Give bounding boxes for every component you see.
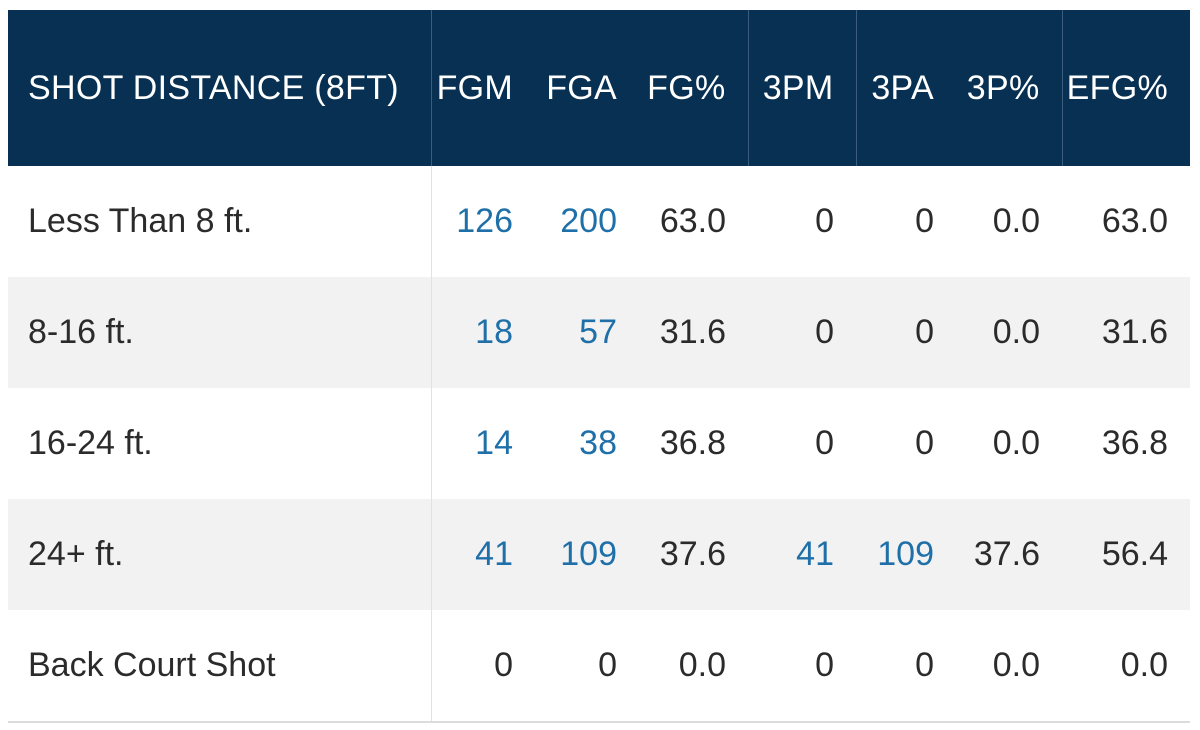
fgm-link[interactable]: 14 xyxy=(475,424,513,462)
3p-pct-cell: 0.0 xyxy=(992,424,1040,462)
3pa-cell: 0 xyxy=(915,424,934,462)
efg-pct-cell: 0.0 xyxy=(1062,610,1190,723)
row-label: 16-24 ft. xyxy=(8,388,432,499)
fg-pct-cell: 0.0 xyxy=(639,610,748,723)
3p-pct-cell: 0.0 xyxy=(992,202,1040,240)
3pm-cell: 0 xyxy=(748,610,856,723)
3pa-cell: 0 xyxy=(856,610,956,723)
col-header-3p-pct[interactable]: 3P% xyxy=(956,10,1062,166)
3p-pct-cell: 37.6 xyxy=(956,499,1062,610)
3pa-cell: 0 xyxy=(856,277,956,388)
shot-distance-table: SHOT DISTANCE (8FT) FGM FGA FG% 3PM 3PA … xyxy=(8,10,1190,723)
fg-pct-cell: 37.6 xyxy=(639,499,748,610)
3pm-cell: 0 xyxy=(815,202,834,240)
3p-pct-cell: 0.0 xyxy=(956,277,1062,388)
efg-pct-cell: 31.6 xyxy=(1062,277,1190,388)
row-label: 24+ ft. xyxy=(8,499,432,610)
3pa-link[interactable]: 109 xyxy=(856,499,956,610)
table-row: Less Than 8 ft. 126 200 63.0 0 0 0.0 63.… xyxy=(8,166,1190,277)
table-row: 24+ ft. 41 109 37.6 41 109 37.6 56.4 xyxy=(8,499,1190,610)
fga-cell: 0 xyxy=(535,610,639,723)
col-header-3pm[interactable]: 3PM xyxy=(747,10,856,166)
row-label: Less Than 8 ft. xyxy=(8,166,432,277)
fg-pct-cell: 36.8 xyxy=(659,424,726,462)
efg-pct-cell: 36.8 xyxy=(1101,424,1168,462)
efg-pct-cell: 63.0 xyxy=(1101,202,1168,240)
table-body: Less Than 8 ft. 126 200 63.0 0 0 0.0 63.… xyxy=(8,166,1190,723)
fgm-link[interactable]: 126 xyxy=(456,202,513,240)
col-header-fgm[interactable]: FGM xyxy=(430,10,535,166)
col-header-shot-distance[interactable]: SHOT DISTANCE (8FT) xyxy=(8,10,431,166)
fga-link[interactable]: 57 xyxy=(535,277,639,388)
3pa-cell: 0 xyxy=(915,202,934,240)
row-label: Back Court Shot xyxy=(8,610,432,723)
table-row: Back Court Shot 0 0 0.0 0 0 0.0 0.0 xyxy=(8,610,1190,723)
fg-pct-cell: 63.0 xyxy=(659,202,726,240)
3pm-cell: 0 xyxy=(815,424,834,462)
fgm-link[interactable]: 18 xyxy=(431,277,535,388)
3pm-link[interactable]: 41 xyxy=(748,499,856,610)
col-header-3pa[interactable]: 3PA xyxy=(855,10,956,166)
fgm-link[interactable]: 41 xyxy=(431,499,535,610)
header-row: SHOT DISTANCE (8FT) FGM FGA FG% 3PM 3PA … xyxy=(8,10,1190,166)
3p-pct-cell: 0.0 xyxy=(956,610,1062,723)
table-header: SHOT DISTANCE (8FT) FGM FGA FG% 3PM 3PA … xyxy=(8,10,1190,166)
fga-link[interactable]: 109 xyxy=(535,499,639,610)
col-header-fga[interactable]: FGA xyxy=(535,10,639,166)
fg-pct-cell: 31.6 xyxy=(639,277,748,388)
row-label: 8-16 ft. xyxy=(8,277,432,388)
table-row: 16-24 ft. 14 38 36.8 0 0 0.0 36.8 xyxy=(8,388,1190,499)
3pm-cell: 0 xyxy=(748,277,856,388)
fga-link[interactable]: 200 xyxy=(560,202,617,240)
fgm-cell: 0 xyxy=(431,610,535,723)
col-header-efg-pct[interactable]: EFG% xyxy=(1061,10,1190,166)
table-row: 8-16 ft. 18 57 31.6 0 0 0.0 31.6 xyxy=(8,277,1190,388)
fga-link[interactable]: 38 xyxy=(579,424,617,462)
col-header-fg-pct[interactable]: FG% xyxy=(639,10,748,166)
efg-pct-cell: 56.4 xyxy=(1062,499,1190,610)
